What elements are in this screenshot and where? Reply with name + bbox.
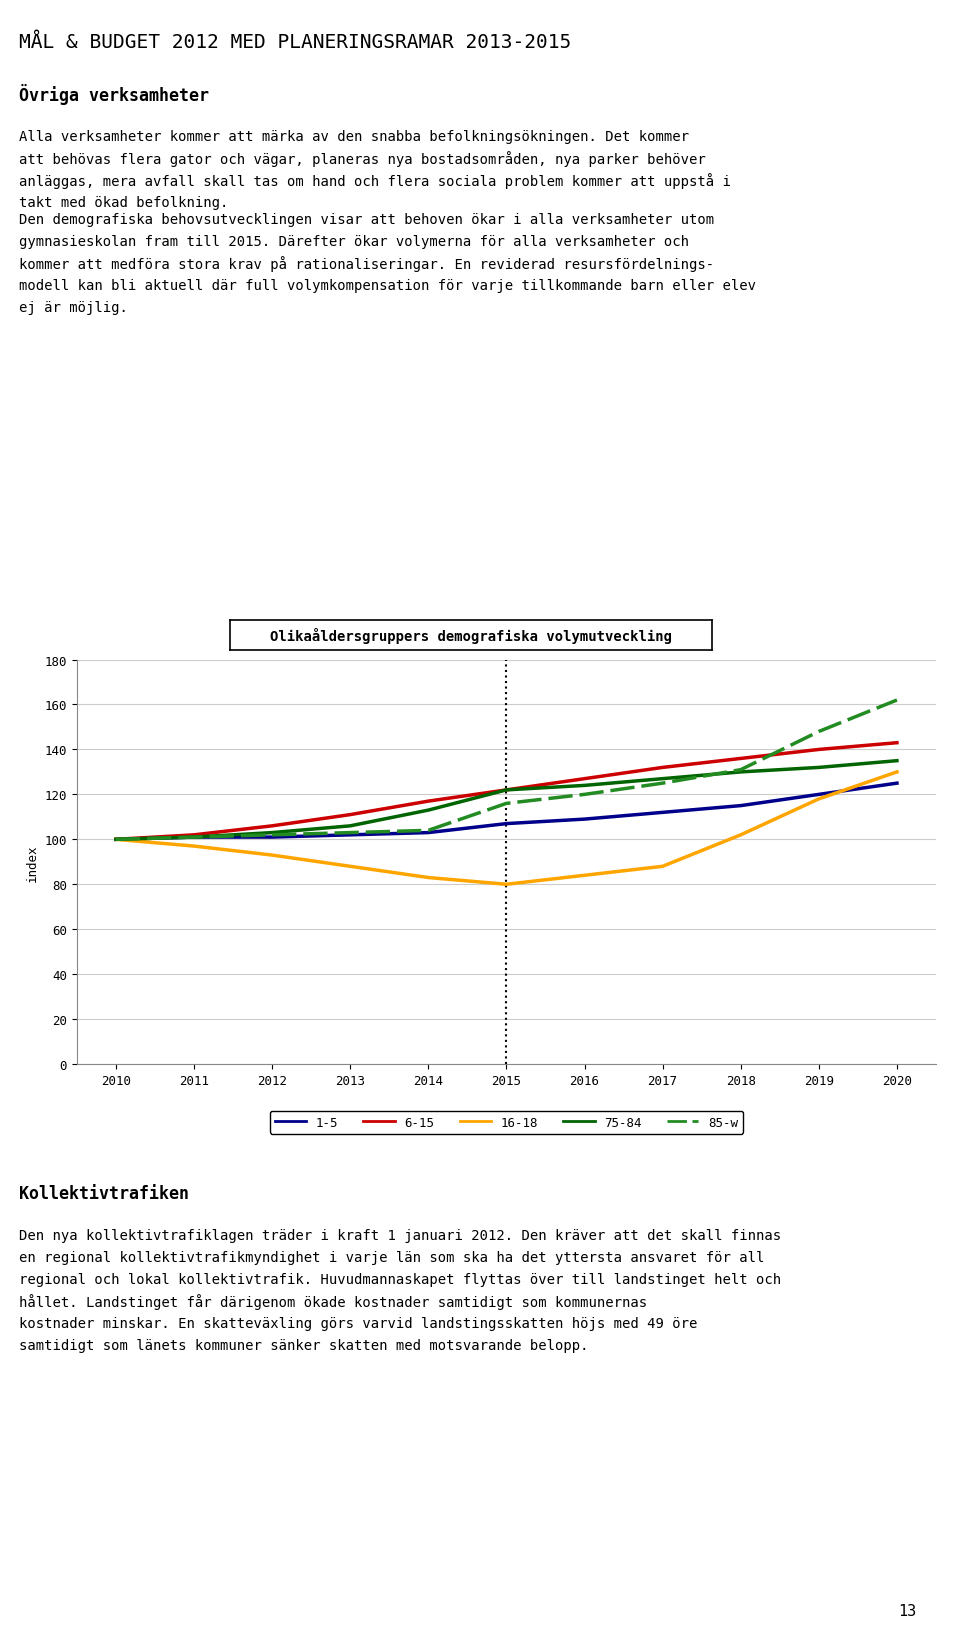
16-18 [579,866,590,885]
1-5 [422,823,434,843]
Line: 85-w: 85-w [116,701,897,839]
Text: takt med ökad befolkning.: takt med ökad befolkning. [19,196,228,210]
1-5 [345,825,356,844]
6-15 [110,830,122,849]
Text: anläggas, mera avfall skall tas om hand och flera sociala problem kommer att upp: anläggas, mera avfall skall tas om hand … [19,173,732,189]
Text: regional och lokal kollektivtrafik. Huvudmannaskapet flyttas över till landsting: regional och lokal kollektivtrafik. Huvu… [19,1273,781,1286]
6-15 [813,740,825,760]
Text: modell kan bli aktuell där full volymkompensation för varje tillkommande barn el: modell kan bli aktuell där full volymkom… [19,279,756,293]
16-18 [266,846,277,866]
6-15 [345,805,356,825]
1-5 [500,815,512,835]
Text: Kollektivtrafiken: Kollektivtrafiken [19,1183,189,1203]
16-18 [735,825,747,844]
Line: 6-15: 6-15 [116,743,897,839]
16-18 [500,875,512,895]
1-5 [579,810,590,830]
1-5 [657,804,668,823]
85-w [110,830,122,849]
Line: 16-18: 16-18 [116,773,897,885]
75-84 [579,776,590,795]
Text: samtidigt som länets kommuner sänker skatten med motsvarande belopp.: samtidigt som länets kommuner sänker ska… [19,1338,588,1353]
Text: gymnasieskolan fram till 2015. Därefter ökar volymerna för alla verksamheter och: gymnasieskolan fram till 2015. Därefter … [19,235,689,249]
6-15 [422,792,434,812]
Text: Den nya kollektivtrafiklagen träder i kraft 1 januari 2012. Den kräver att det s: Den nya kollektivtrafiklagen träder i kr… [19,1229,781,1242]
6-15 [579,769,590,789]
16-18 [891,763,902,782]
Line: 1-5: 1-5 [116,784,897,839]
1-5 [110,830,122,849]
75-84 [266,823,277,843]
6-15 [188,825,200,844]
16-18 [110,830,122,849]
1-5 [266,828,277,848]
85-w [422,822,434,841]
1-5 [735,797,747,817]
85-w [735,761,747,781]
16-18 [345,857,356,877]
Text: Den demografiska behovsutvecklingen visar att behoven ökar i alla verksamheter u: Den demografiska behovsutvecklingen visa… [19,214,714,227]
Text: ej är möjlig.: ej är möjlig. [19,302,128,315]
6-15 [266,817,277,836]
85-w [188,828,200,848]
75-84 [891,751,902,771]
75-84 [657,769,668,789]
1-5 [891,774,902,794]
75-84 [422,800,434,820]
Text: Alla verksamheter kommer att märka av den snabba befolkningsökningen. Det kommer: Alla verksamheter kommer att märka av de… [19,130,689,143]
Text: Övriga verksamheter: Övriga verksamheter [19,85,209,104]
16-18 [813,789,825,808]
85-w [500,794,512,813]
Text: kommer att medföra stora krav på rationaliseringar. En reviderad resursfördelnin: kommer att medföra stora krav på rationa… [19,256,714,272]
85-w [266,825,277,844]
Text: 13: 13 [899,1602,917,1619]
1-5 [813,786,825,805]
Text: Olikaåldersgruppers demografiska volymutveckling: Olikaåldersgruppers demografiska volymut… [270,628,672,644]
16-18 [657,857,668,877]
75-84 [500,781,512,800]
Text: hållet. Landstinget får därigenom ökade kostnader samtidigt som kommunernas: hållet. Landstinget får därigenom ökade … [19,1294,647,1309]
Y-axis label: index: index [26,844,39,880]
Text: MÅL & BUDGET 2012 MED PLANERINGSRAMAR 2013-2015: MÅL & BUDGET 2012 MED PLANERINGSRAMAR 20… [19,33,571,52]
75-84 [345,817,356,836]
Line: 75-84: 75-84 [116,761,897,839]
6-15 [657,758,668,778]
6-15 [891,734,902,753]
85-w [345,823,356,843]
Text: kostnader minskar. En skatteväxling görs varvid landstingsskatten höjs med 49 ör: kostnader minskar. En skatteväxling görs… [19,1317,698,1330]
16-18 [188,836,200,856]
6-15 [500,781,512,800]
Text: att behövas flera gator och vägar, planeras nya bostadsområden, nya parker behöv: att behövas flera gator och vägar, plane… [19,152,706,166]
6-15 [735,750,747,769]
Text: en regional kollektivtrafikmyndighet i varje län som ska ha det yttersta ansvare: en regional kollektivtrafikmyndighet i v… [19,1250,764,1265]
16-18 [422,869,434,888]
75-84 [188,828,200,848]
85-w [891,691,902,711]
85-w [579,786,590,805]
75-84 [110,830,122,849]
85-w [813,722,825,742]
Legend: 1-5, 6-15, 16-18, 75-84, 85-w: 1-5, 6-15, 16-18, 75-84, 85-w [270,1112,743,1134]
75-84 [813,758,825,778]
85-w [657,774,668,794]
75-84 [735,763,747,782]
1-5 [188,828,200,848]
